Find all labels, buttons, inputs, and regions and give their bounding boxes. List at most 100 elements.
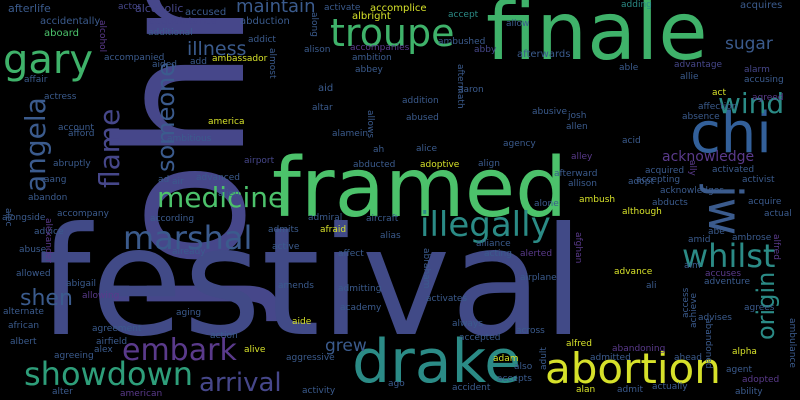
word-adding: adding xyxy=(621,0,652,10)
word-alfred: alfred xyxy=(566,339,592,349)
word-abraham: abraham xyxy=(421,248,431,289)
word-albright: albright xyxy=(352,11,391,22)
word-allows: allows xyxy=(365,110,375,139)
word-admits: admits xyxy=(268,225,299,235)
word-adult: adult xyxy=(539,347,549,370)
word-ability: ability xyxy=(735,387,763,397)
word-altar: altar xyxy=(312,103,333,113)
word-alison: alison xyxy=(304,45,331,55)
word-chi: chi xyxy=(690,101,772,166)
word-afterward: afterward xyxy=(554,169,598,179)
word-showdown: showdown xyxy=(24,355,194,393)
word-accompany: accompany xyxy=(57,209,109,219)
word-afterwards: afterwards xyxy=(517,49,571,60)
word-actress: actress xyxy=(44,92,77,102)
word-aided: aided xyxy=(152,60,177,70)
word-flame: flame xyxy=(93,108,126,188)
word-ambitious: ambitious xyxy=(167,134,212,144)
word-agency: agency xyxy=(503,139,536,149)
word-alpha: alpha xyxy=(732,347,757,357)
word-illness: illness xyxy=(187,38,247,60)
word-accepted: accepted xyxy=(459,333,501,343)
word-achieve: achieve xyxy=(689,292,699,328)
word-alias: alias xyxy=(380,231,401,241)
word-aircraft: aircraft xyxy=(366,214,399,224)
word-finale: finale xyxy=(486,0,708,78)
word-abandoning: abandoning xyxy=(612,344,666,354)
word-alexander: alexander xyxy=(43,218,53,263)
word-advanced: advanced xyxy=(196,173,240,183)
word-ally: ally xyxy=(687,160,697,176)
word-abruptly: abruptly xyxy=(53,159,91,169)
word-accused: accused xyxy=(185,7,227,18)
word-accepting: accepting xyxy=(636,175,681,185)
word-admit: admit xyxy=(617,385,644,395)
word-accompanied: accompanied xyxy=(104,53,165,63)
word-allen: allen xyxy=(566,122,588,132)
word-albert: albert xyxy=(10,337,37,347)
word-able: able xyxy=(619,63,639,73)
word-always: always xyxy=(452,319,483,329)
word-afraid: afraid xyxy=(320,225,347,235)
word-active: active xyxy=(272,242,300,252)
word-whilst: whilst xyxy=(682,237,776,275)
word-academy: academy xyxy=(340,303,382,313)
word-affect: affect xyxy=(338,249,364,259)
word-aggressive: aggressive xyxy=(286,353,335,363)
word-allowing: allowing xyxy=(82,291,120,301)
word-accuses: accuses xyxy=(705,269,742,279)
word-alfred-2: alfred xyxy=(771,234,781,260)
word-almost: almost xyxy=(267,48,277,79)
word-accepts: accepts xyxy=(497,374,532,384)
word-agreement: agreement xyxy=(92,324,142,334)
word-accusing: accusing xyxy=(744,75,784,85)
word-alarm: alarm xyxy=(744,65,770,75)
word-acknowledges: acknowledges xyxy=(660,186,724,196)
word-amends: amends xyxy=(278,281,314,291)
word-absence: absence xyxy=(682,112,720,122)
word-acquired: acquired xyxy=(645,166,685,176)
word-maintain: maintain xyxy=(236,0,316,17)
word-allison: allison xyxy=(568,179,597,189)
word-troupe: troupe xyxy=(330,11,455,55)
word-alley: alley xyxy=(571,152,593,162)
word-abe: abe xyxy=(708,227,725,237)
word-accept: accept xyxy=(448,10,479,20)
word-actual: actual xyxy=(764,209,792,219)
word-arrival: arrival xyxy=(199,368,282,398)
word-agent: agent xyxy=(726,365,752,375)
word-african: african xyxy=(8,321,40,331)
word-grew: grew xyxy=(325,336,367,356)
word-agreed: agreed xyxy=(752,93,784,103)
word-afford: afford xyxy=(68,129,95,139)
word-admitted: admitted xyxy=(590,353,631,363)
word-alter: alter xyxy=(52,387,73,397)
word-abortion: abortion xyxy=(545,344,721,393)
word-activity: activity xyxy=(302,386,336,396)
word-josh: josh xyxy=(568,111,587,121)
word-allowed: allowed xyxy=(16,269,51,279)
word-acting: acting xyxy=(484,249,512,259)
word-affection: affection xyxy=(698,102,738,112)
word-ali: ali xyxy=(646,281,657,291)
word-ambrose: ambrose xyxy=(732,233,772,243)
word-admiral: admiral xyxy=(308,213,343,223)
word-activates: activates xyxy=(426,294,468,304)
word-aide: aide xyxy=(292,317,312,327)
word-abduction: abduction xyxy=(240,16,290,27)
word-abusive: abusive xyxy=(532,107,567,117)
word-aid: aid xyxy=(318,83,334,94)
word-already: already xyxy=(172,247,206,257)
word-advantage: advantage xyxy=(674,60,723,70)
word-wind: wind xyxy=(718,87,785,120)
word-additional: additional xyxy=(148,28,193,38)
word-alive: alive xyxy=(244,345,266,355)
word-abigail: abigail xyxy=(66,279,96,289)
word-accomplice: accomplice xyxy=(370,3,427,14)
word-activate: activate xyxy=(324,3,361,13)
word-ago: ago xyxy=(388,379,405,389)
word-alongside: alongside xyxy=(2,213,46,223)
word-drake: drake xyxy=(352,327,522,397)
word-shen: shen xyxy=(20,286,73,311)
